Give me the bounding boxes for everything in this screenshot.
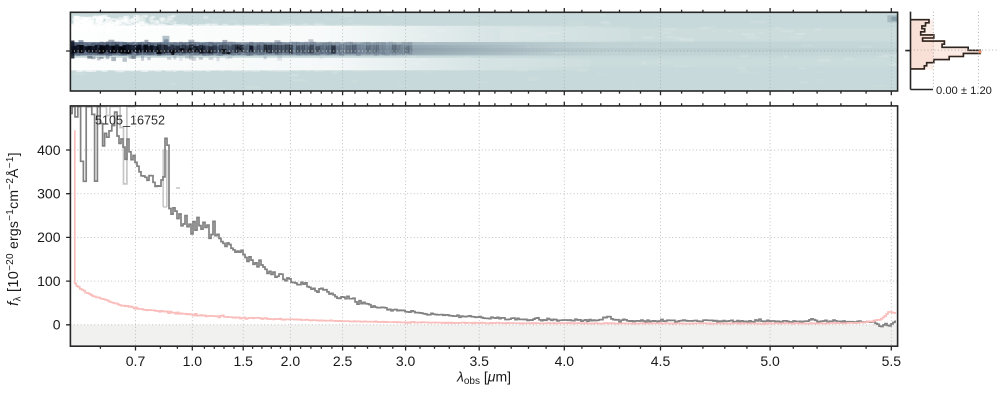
svg-text:λobs [μm]: λobs [μm]: [456, 369, 511, 388]
svg-text:0: 0: [53, 317, 61, 333]
svg-text:3.5: 3.5: [469, 353, 489, 369]
svg-text:200: 200: [37, 229, 61, 245]
svg-text:2.0: 2.0: [281, 353, 301, 369]
svg-text:0.00 ± 1.20: 0.00 ± 1.20: [936, 85, 992, 97]
svg-text:2.5: 2.5: [333, 353, 353, 369]
svg-text:100: 100: [37, 273, 61, 289]
svg-text:4.0: 4.0: [555, 353, 575, 369]
svg-text:3.0: 3.0: [396, 353, 416, 369]
svg-text:5.5: 5.5: [882, 353, 902, 369]
svg-text:300: 300: [37, 186, 61, 202]
svg-text:fλ [10−20 ergs−1cm−2Å−1]: fλ [10−20 ergs−1cm−2Å−1]: [5, 152, 24, 306]
svg-text:5105_16752: 5105_16752: [95, 114, 165, 128]
svg-text:1.5: 1.5: [233, 353, 253, 369]
svg-text:4.5: 4.5: [651, 353, 671, 369]
svg-text:400: 400: [37, 142, 61, 158]
svg-text:5.0: 5.0: [760, 353, 780, 369]
svg-text:0.7: 0.7: [126, 353, 146, 369]
svg-text:1.0: 1.0: [183, 353, 203, 369]
